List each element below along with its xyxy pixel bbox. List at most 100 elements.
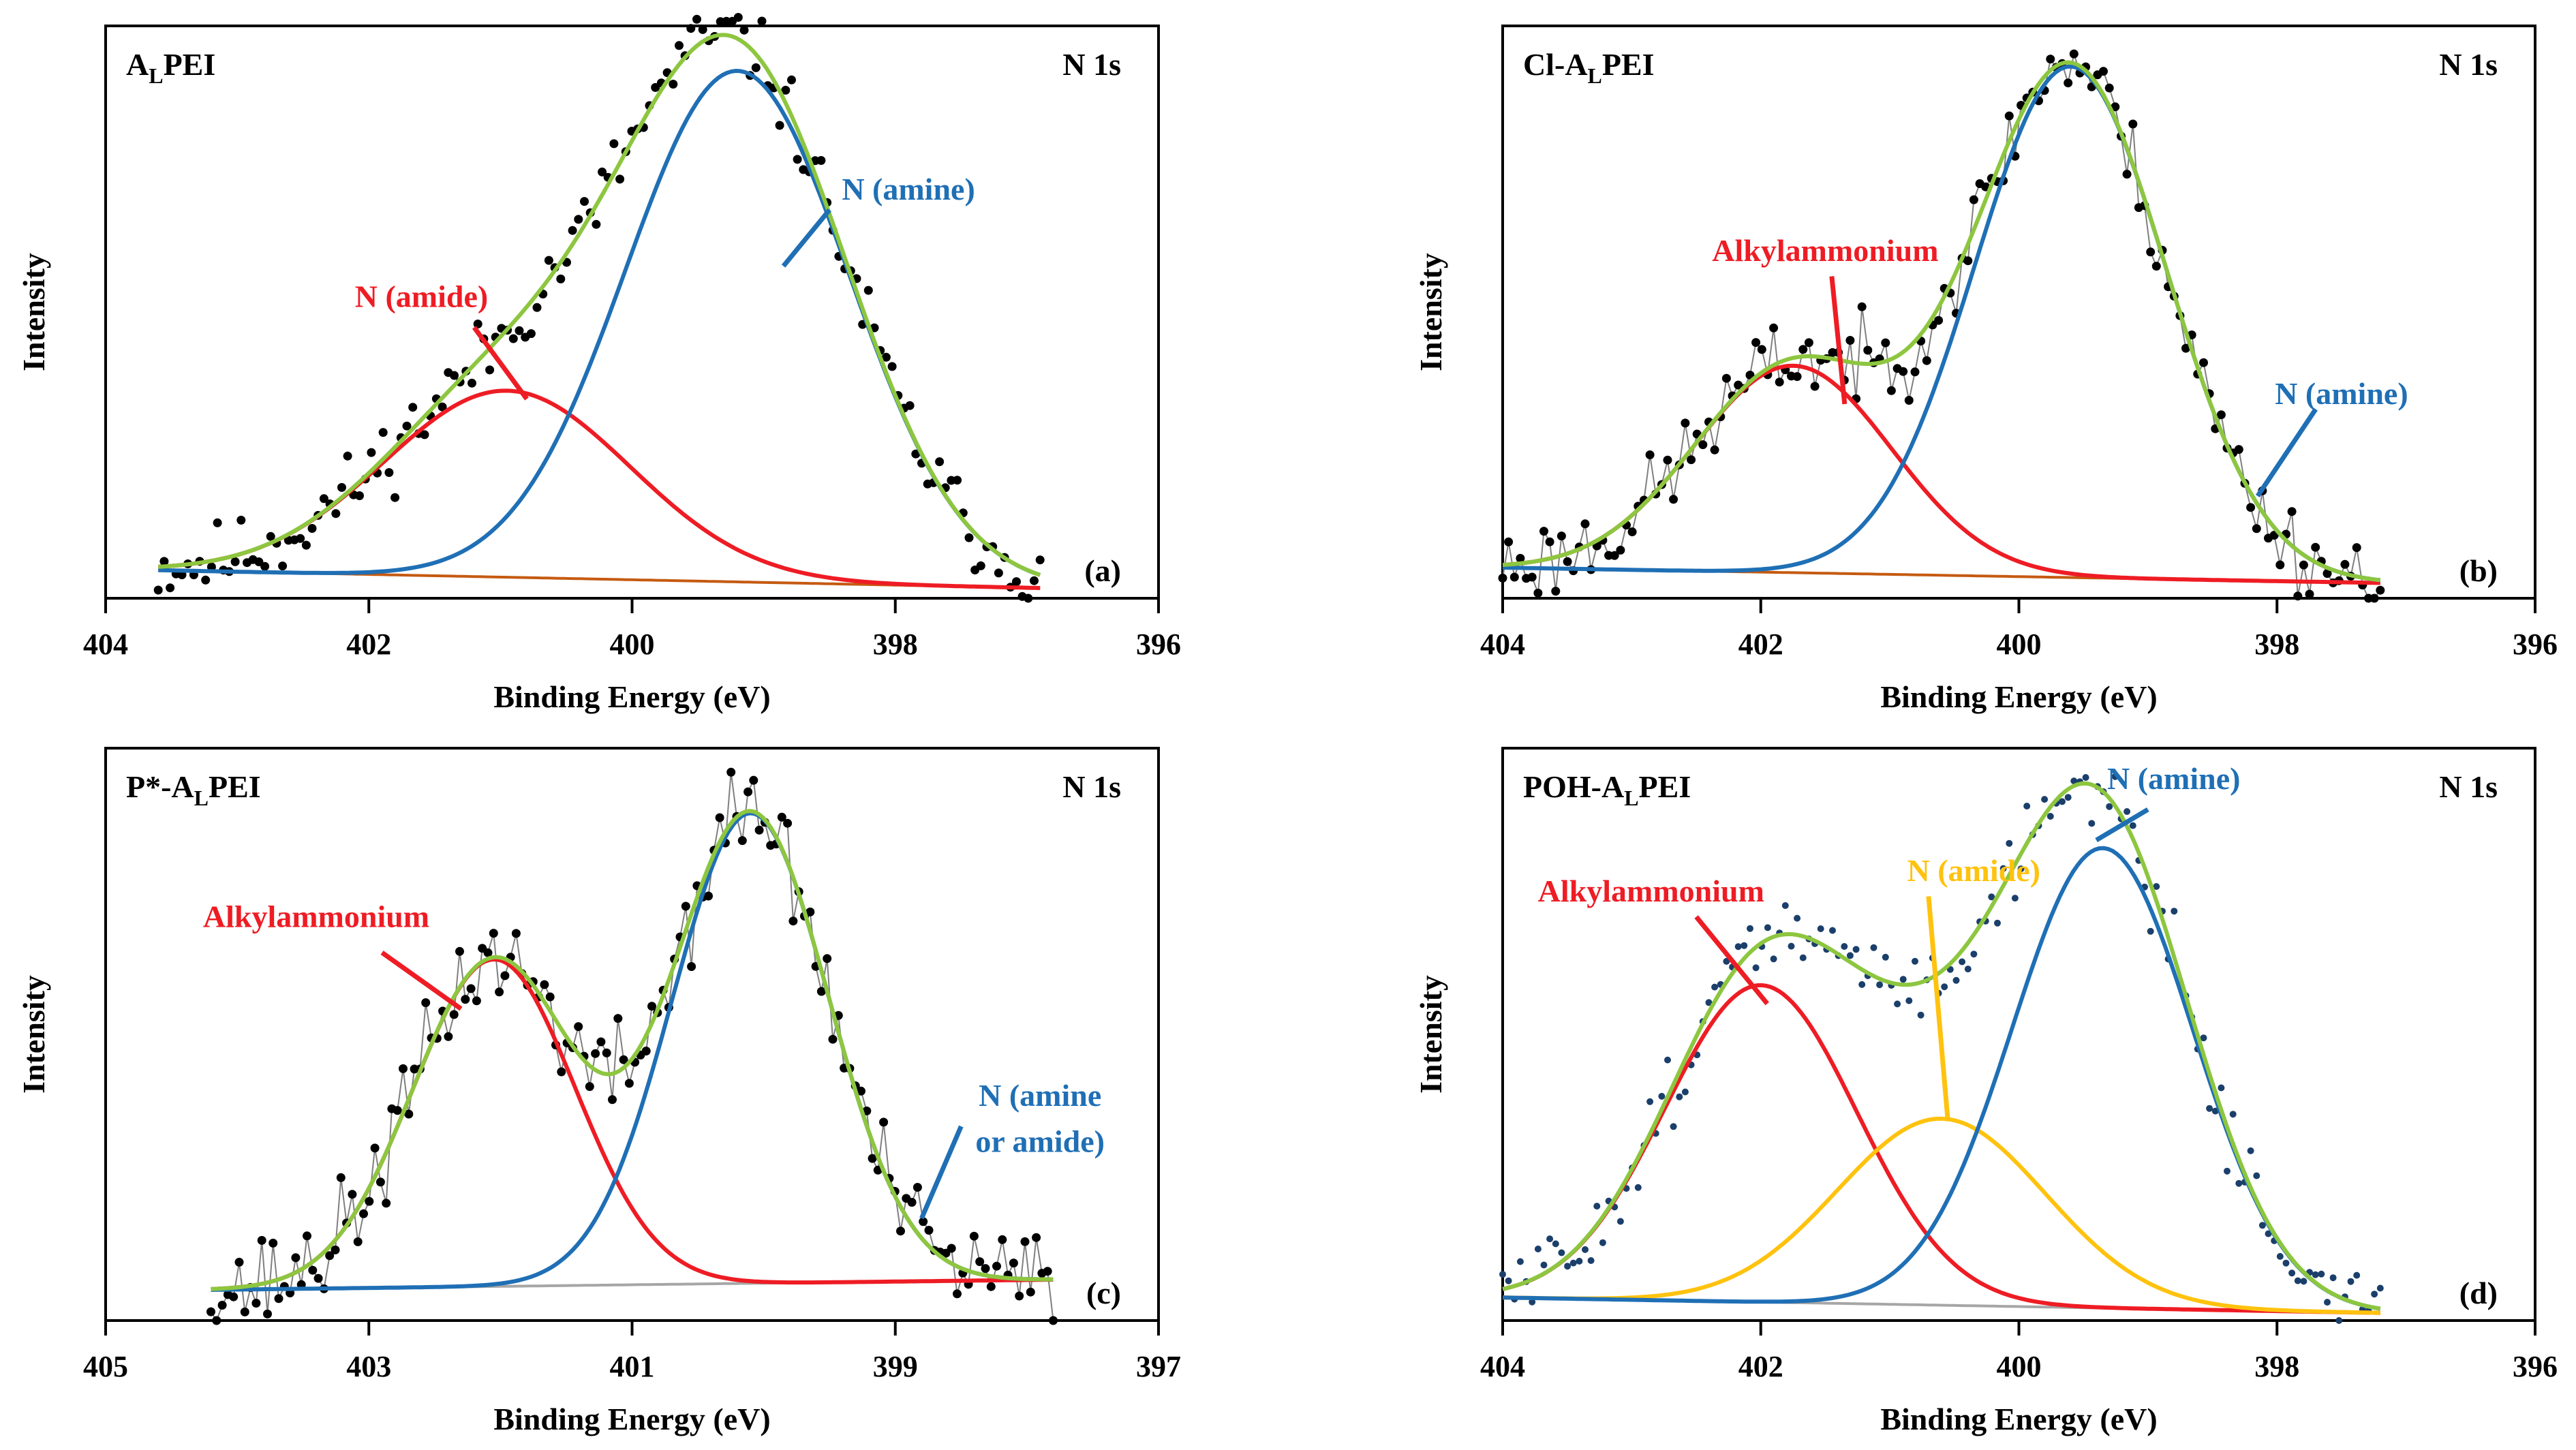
data-point bbox=[291, 1253, 301, 1263]
data-point bbox=[438, 402, 447, 412]
data-point bbox=[757, 16, 767, 26]
peak-annotation: N (amine) bbox=[842, 172, 975, 206]
data-point bbox=[2059, 798, 2066, 805]
data-point bbox=[1876, 981, 1884, 989]
data-point bbox=[2181, 343, 2190, 353]
data-point bbox=[2199, 358, 2208, 367]
x-tick-label: 400 bbox=[1997, 628, 2042, 661]
data-point bbox=[879, 1117, 889, 1127]
data-point bbox=[166, 583, 175, 593]
y-axis-label: Intensity bbox=[1413, 253, 1448, 371]
data-point bbox=[2146, 247, 2156, 257]
data-point bbox=[2335, 1317, 2343, 1324]
data-point bbox=[266, 531, 275, 541]
data-point bbox=[540, 980, 549, 989]
data-point bbox=[907, 1198, 917, 1207]
data-point bbox=[1863, 345, 1873, 355]
data-point bbox=[2088, 820, 2096, 827]
data-point bbox=[2064, 794, 2072, 801]
data-point bbox=[793, 155, 802, 164]
data-point bbox=[500, 971, 510, 981]
data-point bbox=[1999, 865, 2007, 872]
data-point bbox=[1032, 1233, 1041, 1242]
data-point bbox=[781, 85, 791, 95]
x-tick-label: 398 bbox=[2254, 1350, 2299, 1383]
data-point bbox=[613, 1014, 623, 1023]
data-point bbox=[1792, 372, 1802, 382]
data-point bbox=[1711, 983, 1719, 991]
data-point bbox=[2041, 796, 2049, 803]
data-point bbox=[393, 1106, 402, 1115]
x-tick-label: 397 bbox=[1136, 1350, 1181, 1383]
data-point bbox=[1829, 927, 1836, 934]
data-point bbox=[1634, 1184, 1642, 1191]
data-point bbox=[1881, 338, 1890, 348]
data-point bbox=[296, 534, 305, 543]
raw-data-line bbox=[1502, 53, 2381, 599]
data-point bbox=[935, 457, 945, 467]
data-point bbox=[868, 1154, 877, 1163]
data-point bbox=[1534, 1246, 1542, 1252]
data-point bbox=[981, 1264, 990, 1274]
data-point bbox=[1798, 345, 1808, 354]
data-point bbox=[2299, 560, 2308, 570]
data-point bbox=[609, 139, 619, 149]
data-point bbox=[2151, 262, 2161, 271]
data-point bbox=[887, 362, 897, 371]
data-point bbox=[911, 449, 921, 459]
data-point bbox=[1498, 573, 1507, 583]
core-level-label: N 1s bbox=[1062, 47, 1121, 82]
panel-title-subscript: L bbox=[194, 786, 209, 810]
panel-title-main: A bbox=[126, 47, 149, 82]
peak-annotation: N (amine) bbox=[2107, 761, 2240, 796]
data-point bbox=[1043, 1267, 1052, 1276]
fit-envelope bbox=[1502, 60, 2381, 583]
data-point bbox=[675, 41, 684, 50]
panel-title-main: P*-A bbox=[126, 769, 194, 804]
peak-annotation: Alkylammonium bbox=[1538, 874, 1764, 908]
data-point bbox=[2288, 1269, 2296, 1277]
data-point bbox=[2017, 865, 2025, 873]
data-point bbox=[806, 907, 815, 916]
panel-title-rest: PEI bbox=[164, 47, 216, 82]
data-point bbox=[348, 1190, 357, 1199]
data-point bbox=[336, 1173, 346, 1182]
data-point bbox=[1934, 315, 1944, 325]
data-point bbox=[743, 787, 753, 797]
data-point bbox=[367, 448, 376, 457]
data-point bbox=[1593, 1203, 1601, 1210]
x-tick-label: 398 bbox=[2254, 628, 2299, 661]
data-point bbox=[2322, 569, 2332, 579]
data-point bbox=[2258, 1222, 2266, 1229]
data-point bbox=[1015, 1291, 1024, 1301]
data-point bbox=[823, 954, 832, 963]
data-point bbox=[1970, 951, 1978, 958]
panel-a: 404 402 400 398 396 Binding Energy (eV) Intens… bbox=[16, 13, 1181, 714]
data-point bbox=[201, 575, 211, 585]
data-point bbox=[1781, 902, 1789, 909]
data-point bbox=[353, 1237, 363, 1246]
data-point bbox=[1741, 942, 1748, 949]
data-point bbox=[2206, 1105, 2213, 1112]
data-point bbox=[2171, 908, 2178, 915]
data-point bbox=[325, 1251, 335, 1261]
panel-title-main: Cl-A bbox=[1523, 47, 1588, 82]
data-point bbox=[365, 1197, 374, 1206]
data-point bbox=[2329, 1274, 2337, 1282]
data-point bbox=[526, 329, 536, 339]
data-point bbox=[976, 561, 985, 570]
data-point bbox=[1963, 256, 1973, 266]
data-point bbox=[1904, 396, 1914, 405]
data-point bbox=[1794, 914, 1801, 922]
data-point bbox=[1681, 418, 1690, 428]
core-level-label: N 1s bbox=[1062, 769, 1121, 804]
x-tick-label: 396 bbox=[2513, 628, 2558, 661]
data-point bbox=[402, 421, 412, 431]
data-point bbox=[461, 995, 470, 1004]
data-point bbox=[2235, 1179, 2243, 1187]
y-axis-label: Intensity bbox=[16, 975, 51, 1094]
x-axis-label: Binding Energy (eV) bbox=[493, 679, 770, 714]
data-point bbox=[1747, 925, 1753, 932]
data-point bbox=[1804, 338, 1813, 348]
